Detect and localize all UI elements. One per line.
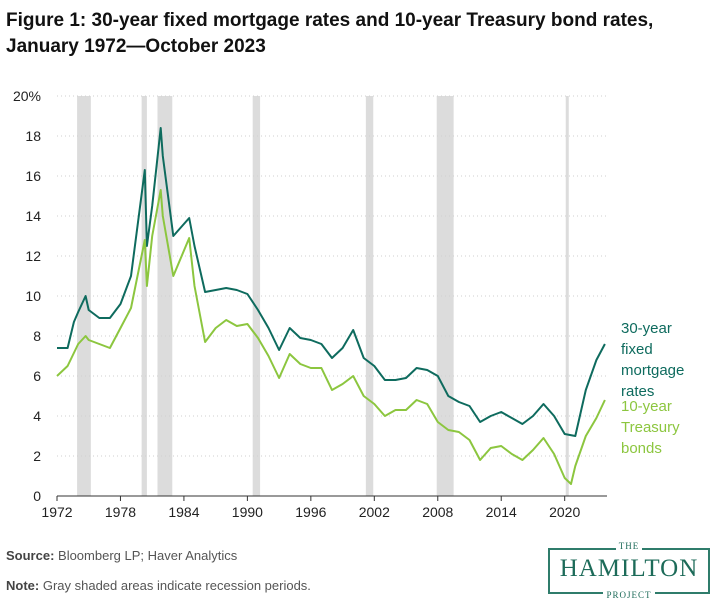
mortgage-series-label: rates [621, 383, 654, 400]
x-tick-label: 2008 [422, 504, 453, 520]
treasury-rate-line [56, 189, 606, 485]
recession-band [252, 96, 261, 496]
x-tick-label: 2014 [486, 504, 517, 520]
mortgage-series-label: fixed [621, 341, 653, 358]
line-chart: 0 2 4 6 8 10 12 14 16 18 20% 1972 1978 1984 1990 1996 2… [13, 88, 684, 520]
x-tick-label: 2002 [359, 504, 390, 520]
hamilton-project-logo: THE HAMILTON PROJECT [548, 541, 710, 600]
note-label: Note: [6, 578, 40, 593]
source-text: Bloomberg LP; Haver Analytics [54, 548, 238, 563]
note-text: Gray shaded areas indicate recession per… [39, 578, 311, 593]
y-tick-label: 18 [25, 128, 41, 144]
source-label: Source: [6, 548, 55, 563]
logo-bottom-text: PROJECT [603, 590, 655, 600]
recession-band [157, 96, 173, 496]
y-tick-label: 20% [13, 88, 41, 104]
logo-top-text: THE [615, 541, 643, 551]
y-tick-label: 12 [25, 248, 41, 264]
x-tick-label: 1990 [232, 504, 263, 520]
mortgage-rate-line [57, 127, 606, 437]
y-tick-label: 14 [25, 208, 41, 224]
recession-note: Note: Gray shaded areas indicate recessi… [6, 578, 311, 593]
y-tick-label: 4 [33, 408, 41, 424]
gridlines [57, 95, 607, 497]
chart-title: Figure 1: 30-year fixed mortgage rates a… [6, 10, 654, 57]
mortgage-series-label: mortgage [621, 362, 684, 379]
x-tick-label: 2020 [549, 504, 580, 520]
x-axis-ticks: 1972 1978 1984 1990 1996 2002 2008 2014 2020 [41, 496, 580, 520]
y-tick-label: 8 [33, 328, 41, 344]
treasury-series-label: 10-year [621, 398, 672, 415]
recession-band [77, 96, 91, 496]
y-tick-label: 0 [33, 488, 41, 504]
logo-main-text: HAMILTON [559, 555, 699, 582]
x-tick-label: 1996 [295, 504, 326, 520]
x-tick-label: 1972 [41, 504, 72, 520]
y-tick-label: 6 [33, 368, 41, 384]
treasury-series-label: bonds [621, 440, 662, 457]
source-note: Source: Bloomberg LP; Haver Analytics [6, 548, 237, 563]
x-tick-label: 1984 [168, 504, 199, 520]
y-tick-label: 2 [33, 448, 41, 464]
recession-band [141, 96, 147, 496]
y-tick-label: 16 [25, 168, 41, 184]
treasury-series-label: Treasury [621, 419, 680, 436]
recession-band [565, 96, 569, 496]
series-lines [56, 127, 606, 485]
y-axis-ticks: 0 2 4 6 8 10 12 14 16 18 20% [13, 88, 41, 504]
y-tick-label: 10 [25, 288, 41, 304]
mortgage-series-label: 30-year [621, 320, 672, 337]
recession-bands [77, 96, 569, 496]
x-tick-label: 1978 [105, 504, 136, 520]
